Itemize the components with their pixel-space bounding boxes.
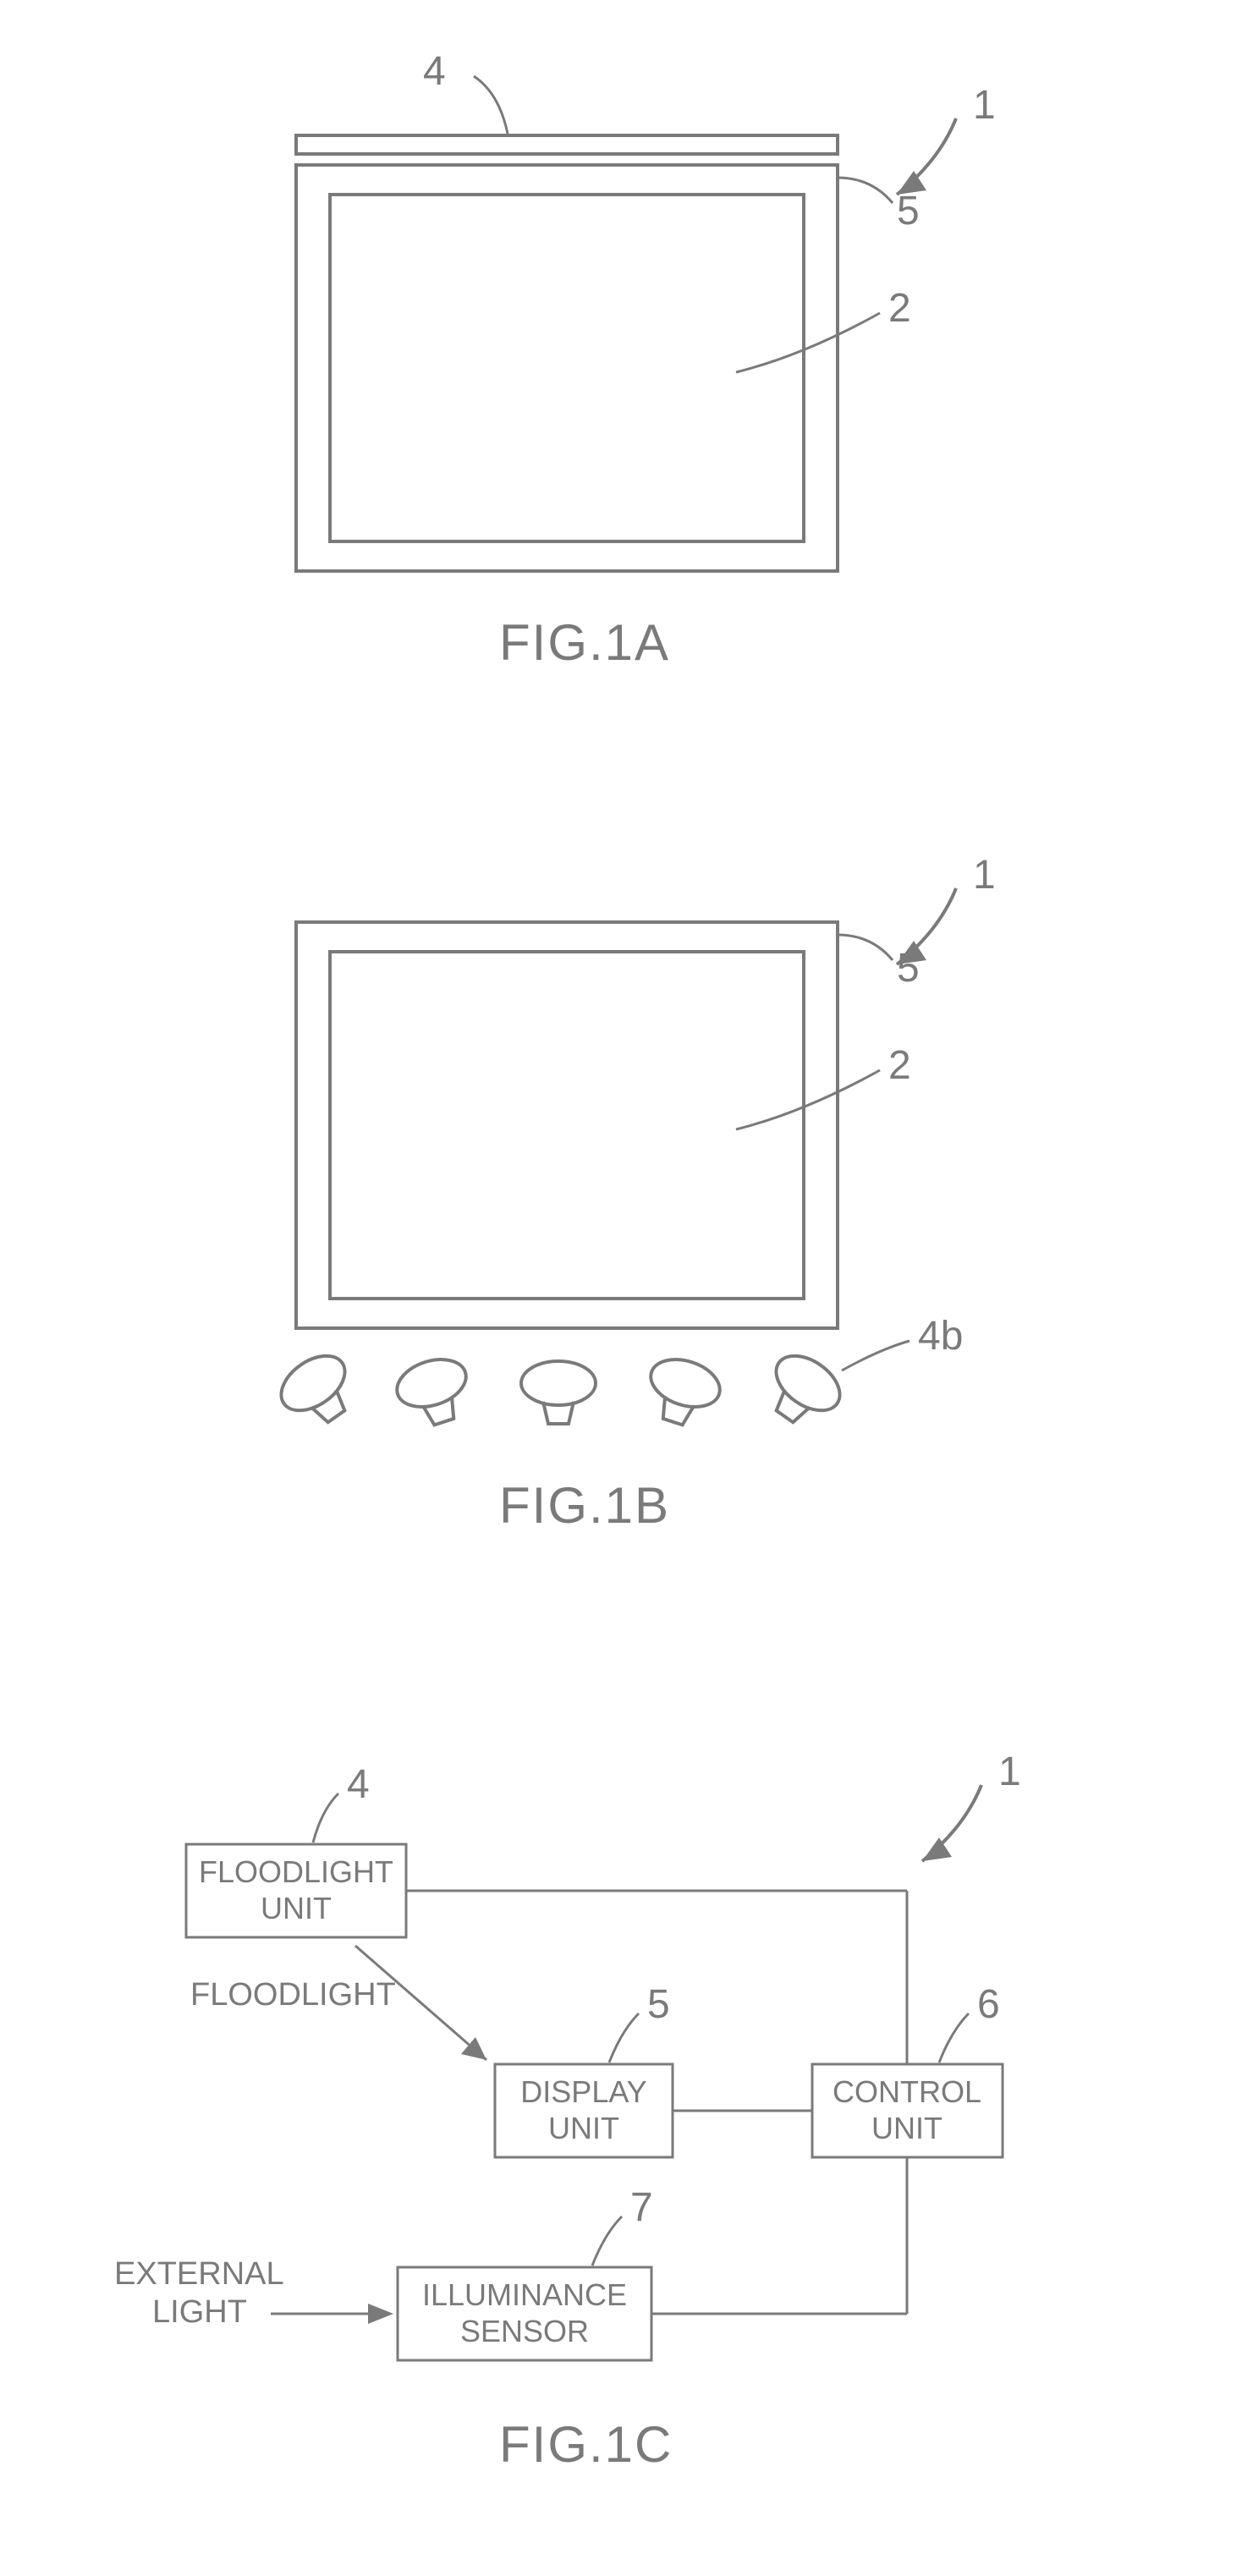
leader-2a bbox=[736, 313, 880, 372]
label-5b: 5 bbox=[897, 946, 920, 991]
label-assembly-1b: 1 bbox=[973, 853, 996, 898]
block-display: DISPLAY UNIT 5 bbox=[495, 1982, 673, 2157]
label-6c: 6 bbox=[977, 1982, 1000, 2027]
caption-1b: FIG.1B bbox=[499, 1477, 670, 1534]
leader-5b bbox=[838, 935, 893, 960]
arrow-floodlight: FLOODLIGHT bbox=[190, 1946, 486, 2060]
leader-2b bbox=[736, 1070, 880, 1129]
fig-1c: 1 FLOODLIGHT UNIT 4 DISPLAY UNIT 5 CONTR… bbox=[114, 1749, 1021, 2473]
top-bar bbox=[296, 135, 838, 154]
lamp-1 bbox=[272, 1345, 365, 1437]
outer-frame-1a bbox=[296, 165, 838, 571]
block-illum: ILLUMINANCE SENSOR 7 bbox=[398, 2185, 653, 2360]
svg-text:ILLUMINANCE: ILLUMINANCE bbox=[422, 2277, 627, 2312]
inner-screen-1b bbox=[330, 952, 804, 1299]
arrow-external-light: EXTERNAL LIGHT bbox=[114, 2256, 393, 2330]
outer-frame-1b bbox=[296, 922, 838, 1328]
label-2a: 2 bbox=[888, 286, 911, 331]
caption-1c: FIG.1C bbox=[499, 2416, 673, 2473]
assembly-arrow-1c: 1 bbox=[922, 1749, 1021, 1861]
svg-text:UNIT: UNIT bbox=[261, 1891, 332, 1925]
svg-text:UNIT: UNIT bbox=[871, 2111, 942, 2145]
inner-screen-1a bbox=[330, 195, 804, 541]
leader-4 bbox=[474, 76, 508, 134]
svg-text:UNIT: UNIT bbox=[548, 2111, 619, 2145]
label-4: 4 bbox=[423, 49, 446, 94]
fig-1b: 1 5 2 bbox=[272, 853, 996, 1534]
lamp-5 bbox=[756, 1345, 849, 1437]
label-5a: 5 bbox=[897, 189, 920, 233]
label-7c: 7 bbox=[630, 2185, 653, 2230]
svg-text:DISPLAY: DISPLAY bbox=[520, 2074, 646, 2109]
label-2b: 2 bbox=[888, 1043, 911, 1088]
lamp-2 bbox=[391, 1351, 478, 1432]
label-5c: 5 bbox=[647, 1982, 670, 2027]
label-assembly-1c: 1 bbox=[998, 1749, 1021, 1794]
lamp-3 bbox=[521, 1361, 596, 1424]
svg-text:LIGHT: LIGHT bbox=[152, 2294, 247, 2330]
svg-text:CONTROL: CONTROL bbox=[833, 2074, 981, 2109]
caption-1a: FIG.1A bbox=[499, 614, 670, 671]
assembly-arrow-1a: 1 bbox=[897, 83, 996, 195]
lamp-row bbox=[272, 1345, 850, 1437]
label-4c: 4 bbox=[347, 1762, 370, 1807]
svg-text:FLOODLIGHT: FLOODLIGHT bbox=[199, 1854, 393, 1889]
lamp-4 bbox=[639, 1351, 726, 1432]
leader-5a bbox=[838, 178, 893, 203]
block-floodlight: FLOODLIGHT UNIT 4 bbox=[186, 1762, 406, 1937]
svg-text:EXTERNAL: EXTERNAL bbox=[114, 2256, 284, 2292]
leader-4b bbox=[842, 1341, 910, 1370]
diagram-canvas: 1 4 5 2 FIG.1A 1 5 2 bbox=[0, 0, 1253, 2576]
label-4b: 4b bbox=[918, 1314, 963, 1359]
svg-text:FLOODLIGHT: FLOODLIGHT bbox=[190, 1977, 396, 2013]
fig-1a: 1 4 5 2 FIG.1A bbox=[296, 49, 996, 671]
label-assembly-1a: 1 bbox=[973, 83, 996, 128]
svg-text:SENSOR: SENSOR bbox=[460, 2314, 589, 2348]
